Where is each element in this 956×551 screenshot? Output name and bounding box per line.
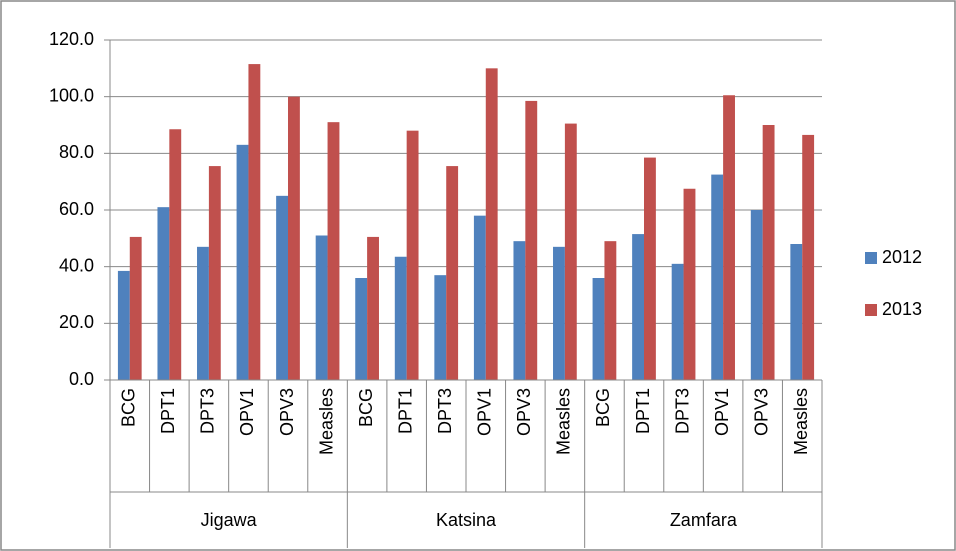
legend-swatch (865, 304, 877, 316)
x-tick-label: OPV3 (277, 388, 297, 436)
bar (276, 195, 288, 380)
bar (564, 123, 577, 380)
x-tick-label: OPV1 (712, 388, 732, 436)
bar (644, 157, 656, 380)
y-tick-label: 100.0 (49, 85, 94, 105)
bar (129, 236, 142, 380)
legend-label: 2013 (882, 299, 922, 319)
x-tick-label: DPT1 (395, 388, 415, 434)
legend-swatch (865, 252, 877, 264)
bar (513, 241, 526, 380)
bar (790, 244, 803, 380)
bar (671, 263, 684, 380)
x-tick-label: OPV3 (514, 388, 534, 436)
y-tick-label: 40.0 (59, 255, 94, 275)
bar (711, 174, 724, 380)
bar (553, 246, 565, 380)
bar (592, 278, 605, 380)
bar (750, 210, 763, 380)
x-tick-label: OPV3 (751, 388, 771, 436)
bar (683, 188, 696, 380)
bar (197, 246, 209, 380)
bar (355, 278, 368, 380)
bar (434, 275, 447, 380)
x-tick-label: OPV1 (475, 388, 495, 436)
x-tick-label: Measles (316, 388, 336, 455)
group-label: Zamfara (670, 510, 738, 530)
x-tick-label: DPT3 (435, 388, 455, 434)
x-tick-label: DPT3 (198, 388, 218, 434)
bar (288, 96, 300, 381)
x-tick-label: BCG (119, 388, 139, 427)
bar (723, 95, 735, 380)
y-tick-label: 80.0 (59, 142, 94, 162)
bar (406, 130, 419, 380)
y-tick-label: 0.0 (69, 369, 94, 389)
x-tick-label: DPT1 (158, 388, 178, 434)
x-tick-label: BCG (356, 388, 376, 427)
x-tick-label: OPV1 (237, 388, 257, 436)
bar (208, 166, 221, 380)
bar (248, 64, 261, 380)
group-label: Jigawa (201, 510, 258, 530)
bar (802, 134, 815, 380)
x-tick-label: DPT1 (633, 388, 653, 434)
x-tick-label: Measles (791, 388, 811, 455)
bar (473, 215, 486, 380)
bar (315, 235, 328, 380)
x-tick-label: BCG (593, 388, 613, 427)
x-tick-label: DPT3 (672, 388, 692, 434)
bar (762, 125, 775, 380)
y-tick-label: 20.0 (59, 312, 94, 332)
bar (236, 144, 249, 380)
bar (117, 270, 130, 380)
bar (367, 236, 379, 380)
bar (446, 166, 459, 380)
group-label: Katsina (436, 510, 497, 530)
bar (394, 256, 407, 380)
bar (169, 129, 182, 380)
x-tick-label: Measles (554, 388, 574, 455)
bar (604, 241, 617, 380)
bar (327, 122, 340, 381)
legend-label: 2012 (882, 247, 922, 267)
y-tick-label: 120.0 (49, 29, 94, 49)
y-tick-label: 60.0 (59, 199, 94, 219)
bar (485, 68, 498, 380)
bar (632, 234, 644, 380)
bar (157, 207, 170, 380)
bar (525, 100, 538, 381)
